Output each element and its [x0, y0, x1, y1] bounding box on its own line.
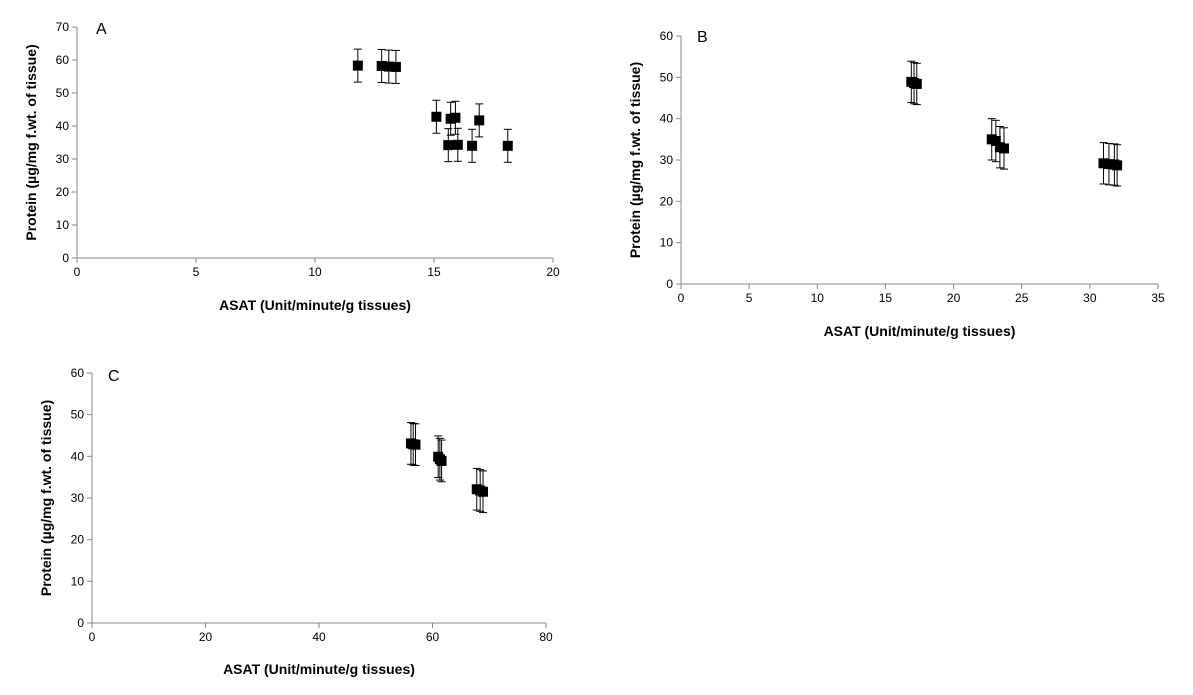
panel-b-y-tick-label: 60 [660, 29, 674, 43]
panel-b-data-point [1112, 160, 1123, 171]
panel-a-data-point [450, 112, 461, 123]
panel-c-label: C [108, 368, 120, 385]
panel-a-y-tick-label: 0 [62, 251, 69, 265]
panel-a-data-point [352, 60, 363, 71]
panel-a-data-point [383, 61, 394, 72]
panel-a-data-point [474, 115, 485, 126]
panel-c-chart: 0 20 40 60 80 0 10 20 30 40 50 60 C ASAT (Unit/minute… [38, 366, 553, 677]
panel-a-y-axis-title: Protein (µg/mg f.wt. of tissue) [23, 44, 39, 240]
panel-b-x-tick-label: 0 [678, 291, 685, 305]
panel-a-y-tick-label: 40 [56, 119, 70, 133]
panel-a-data-point [452, 139, 463, 150]
panel-a-data-point [390, 61, 401, 72]
panel-c-y-tick-label: 40 [71, 449, 85, 463]
panel-a-y-tick-label: 50 [56, 86, 70, 100]
panel-b-y-tick-label: 20 [660, 194, 674, 208]
panel-b-chart: 0 5 10 15 20 25 30 35 0 10 20 30 40 50 60 B ASAT (Unit/m… [627, 29, 1165, 339]
panel-c-y-axis-title: Protein (µg/mg f.wt. of tissue) [38, 400, 54, 596]
panel-b-x-tick-label: 30 [1083, 291, 1097, 305]
panel-a-y-tick-label: 60 [56, 53, 70, 67]
panel-a-x-tick-label: 10 [308, 265, 322, 279]
panel-b-y-tick-label: 10 [660, 236, 674, 250]
panel-c-x-axis-title: ASAT (Unit/minute/g tissues) [223, 661, 415, 677]
panel-b-y-tick-label: 0 [666, 277, 673, 291]
panel-a-y-tick-label: 30 [56, 152, 70, 166]
panel-a-chart: 0 5 10 15 20 0 10 20 30 40 50 60 70 A ASAT (Unit/minut… [23, 20, 560, 313]
panel-b-x-tick-label: 20 [947, 291, 961, 305]
panel-a-data-point [502, 140, 513, 151]
panel-b-x-tick-label: 10 [811, 291, 825, 305]
panel-a-data-point [443, 140, 454, 151]
panel-c-x-tick-label: 0 [89, 630, 96, 644]
panel-b-data-point [911, 78, 922, 89]
panel-c-y-tick-label: 10 [71, 574, 85, 588]
panel-a-x-tick-label: 0 [74, 265, 81, 279]
panel-a-y-tick-label: 20 [56, 185, 70, 199]
panel-b-data-point [1098, 158, 1109, 169]
panel-b-y-axis-title: Protein (µg/mg f.wt. of tissue) [627, 62, 643, 258]
panel-a-data-point [376, 60, 387, 71]
panel-a-y-tick-label: 70 [56, 20, 70, 34]
panel-a-data-point [431, 111, 442, 122]
panel-b-data-point [990, 135, 1001, 146]
panel-c-y-tick-label: 60 [71, 366, 85, 380]
panel-c-x-tick-label: 20 [199, 630, 213, 644]
panel-b-y-tick-label: 30 [660, 153, 674, 167]
panel-b-data-point [998, 143, 1009, 154]
panel-a-x-axis-title: ASAT (Unit/minute/g tissues) [219, 297, 411, 313]
panel-a-x-tick-label: 5 [193, 265, 200, 279]
panel-c-y-tick-label: 50 [71, 408, 85, 422]
panel-c-data-point [436, 455, 447, 466]
panel-b-x-tick-label: 35 [1151, 291, 1165, 305]
panel-c-data-point [410, 439, 421, 450]
panel-c-x-tick-label: 40 [312, 630, 326, 644]
panel-b-x-tick-label: 15 [879, 291, 893, 305]
panel-a-data-point [467, 140, 478, 151]
panel-b-y-tick-label: 40 [660, 112, 674, 126]
panel-a-label: A [96, 21, 107, 38]
panel-c-y-tick-label: 30 [71, 491, 85, 505]
panel-a-y-tick-label: 10 [56, 218, 70, 232]
panel-c-x-tick-label: 80 [539, 630, 553, 644]
panel-b-x-axis-title: ASAT (Unit/minute/g tissues) [824, 323, 1016, 339]
panel-b-label: B [697, 29, 708, 46]
panel-b-y-tick-label: 50 [660, 70, 674, 84]
panel-b-x-tick-label: 5 [746, 291, 753, 305]
panel-c-data-point [478, 486, 489, 497]
panel-c-x-tick-label: 60 [426, 630, 440, 644]
panel-c-y-tick-label: 0 [77, 616, 84, 630]
panel-b-data-point [1103, 159, 1114, 170]
panel-c-y-tick-label: 20 [71, 533, 85, 547]
panel-b-x-tick-label: 25 [1015, 291, 1029, 305]
panel-a-x-tick-label: 20 [546, 265, 560, 279]
panel-a-x-tick-label: 15 [427, 265, 441, 279]
